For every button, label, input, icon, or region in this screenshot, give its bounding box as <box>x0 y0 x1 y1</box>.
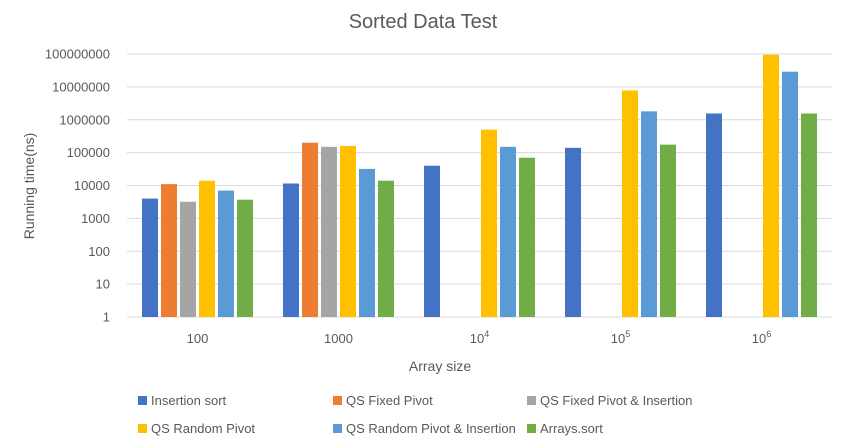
y-tick-label: 100000000 <box>45 47 110 62</box>
bar <box>302 142 318 317</box>
legend-swatch <box>333 424 342 433</box>
y-axis-ticks: 1 10 100 1000 10000 100000 1000000 10000000 1000… <box>45 47 110 325</box>
x-tick-label: 1000 <box>324 331 353 346</box>
legend-swatch <box>138 424 147 433</box>
bar <box>218 190 234 317</box>
legend-label: QS Random Pivot & Insertion <box>346 421 516 436</box>
bar <box>424 165 440 317</box>
bar <box>378 180 394 317</box>
legend-label: QS Fixed Pivot <box>346 393 433 408</box>
y-tick-label: 100 <box>88 244 110 259</box>
x-tick-label: 106 <box>752 329 771 346</box>
bar <box>321 146 337 317</box>
y-axis-title: Running time(ns) <box>21 133 37 240</box>
y-tick-label: 100000 <box>67 145 110 160</box>
bars <box>142 54 817 318</box>
bar <box>237 199 253 317</box>
x-tick-label: 100 <box>187 331 209 346</box>
y-tick-label: 10000 <box>74 178 110 193</box>
bar <box>519 157 535 317</box>
bar <box>481 129 497 317</box>
y-tick-label: 10 <box>96 277 110 292</box>
legend-label: QS Fixed Pivot & Insertion <box>540 393 692 408</box>
bar <box>340 145 356 317</box>
bar <box>763 54 779 318</box>
y-tick-label: 10000000 <box>52 79 110 94</box>
bar <box>801 113 817 317</box>
x-tick-label: 105 <box>611 329 630 346</box>
bar <box>622 90 638 317</box>
legend-label: QS Random Pivot <box>151 421 255 436</box>
legend-swatch <box>527 424 536 433</box>
y-tick-label: 1 <box>103 310 110 325</box>
x-axis-ticks: 100 1000 104 105 106 <box>187 329 772 346</box>
bar <box>142 198 158 317</box>
legend-swatch <box>527 396 536 405</box>
bar <box>180 201 196 317</box>
legend-label: Arrays.sort <box>540 421 603 436</box>
bar <box>283 183 299 317</box>
x-axis-title: Array size <box>409 358 471 374</box>
bar <box>565 147 581 317</box>
bar <box>199 180 215 317</box>
bar <box>359 168 375 317</box>
legend-label: Insertion sort <box>151 393 227 408</box>
bar <box>641 111 657 318</box>
y-tick-label: 1000000 <box>59 112 110 127</box>
bar <box>161 184 177 317</box>
legend-swatch <box>333 396 342 405</box>
y-tick-label: 1000 <box>81 211 110 226</box>
bar <box>706 113 722 317</box>
x-tick-label: 104 <box>470 329 489 346</box>
bar <box>782 71 798 317</box>
chart-title: Sorted Data Test <box>349 11 498 33</box>
legend: Insertion sort QS Fixed Pivot QS Fixed Piv… <box>138 393 692 436</box>
legend-swatch <box>138 396 147 405</box>
bar <box>500 146 516 317</box>
bar <box>660 144 676 317</box>
